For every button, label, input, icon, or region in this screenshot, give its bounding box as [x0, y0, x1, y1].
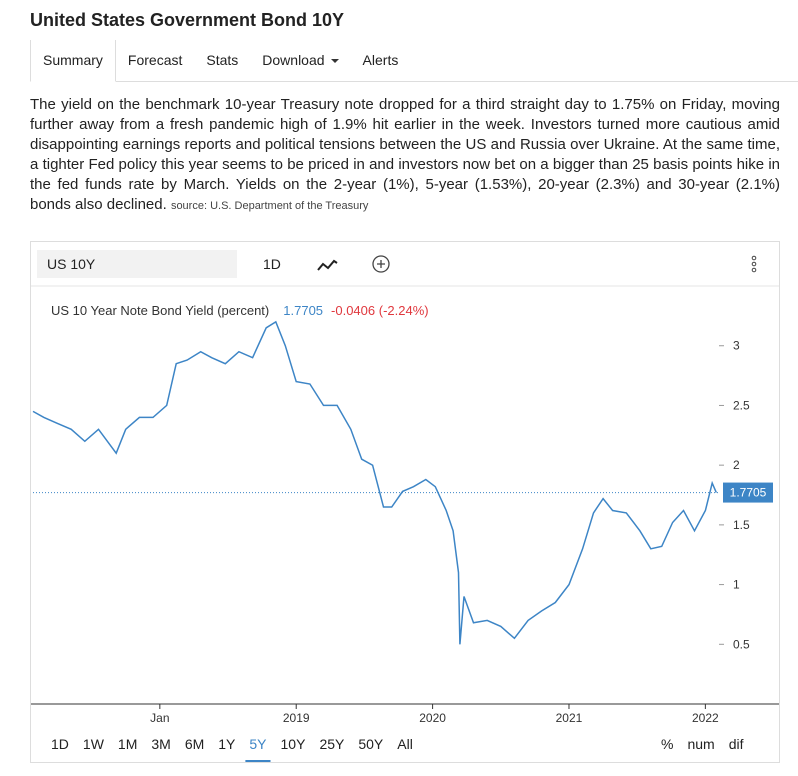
- y-tick-label: 1.5: [733, 518, 750, 532]
- range-button[interactable]: 3M: [151, 736, 170, 752]
- legend-change: -0.0406 (-2.24%): [331, 303, 429, 318]
- x-tick-label: 2020: [419, 711, 446, 725]
- tab[interactable]: Summary: [30, 40, 116, 82]
- symbol: US 10Y: [47, 256, 96, 272]
- x-tick-label: 2022: [692, 711, 719, 725]
- range-button[interactable]: 50Y: [358, 736, 384, 752]
- mode-button[interactable]: %: [661, 736, 673, 752]
- range-button[interactable]: 1W: [83, 736, 105, 752]
- range-button[interactable]: 1D: [51, 736, 69, 752]
- description: The yield on the benchmark 10-year Treas…: [30, 95, 780, 216]
- mode-button[interactable]: num: [687, 736, 714, 752]
- y-tick-label: 3: [733, 339, 740, 353]
- tab-label: Download: [262, 52, 325, 68]
- range-button[interactable]: 10Y: [281, 736, 307, 752]
- x-tick-label: Jan: [150, 711, 169, 725]
- tab[interactable]: Alerts: [351, 40, 411, 81]
- tab-label: Stats: [206, 52, 239, 68]
- range-button[interactable]: 25Y: [319, 736, 345, 752]
- x-tick-label: 2021: [556, 711, 583, 725]
- y-tick-label: 2: [733, 458, 740, 472]
- tab-bar: Summary Forecast Stats Download Alerts: [30, 40, 798, 82]
- range-button[interactable]: 6M: [185, 736, 204, 752]
- tab-label: Forecast: [127, 52, 183, 68]
- dropdown-caret: [330, 59, 339, 64]
- range-button[interactable]: 1Y: [218, 736, 236, 752]
- add-icon[interactable]: [372, 255, 390, 273]
- last-value-box: [723, 482, 773, 503]
- range-button[interactable]: All: [397, 736, 413, 752]
- last-value-label: 1.7705: [730, 486, 767, 500]
- chart: US 10Y 1D US 10 Year Note Bond Yield (pe…: [31, 250, 779, 762]
- tab-label: Alerts: [362, 52, 399, 68]
- tab[interactable]: Forecast: [116, 40, 194, 81]
- y-tick-label: 1: [733, 578, 740, 592]
- tab[interactable]: Download: [250, 40, 350, 81]
- add-icon-plus: [377, 260, 385, 268]
- chart-widget: US 10Y 1D US 10 Year Note Bond Yield (pe…: [30, 241, 780, 763]
- tab-label: Summary: [43, 52, 103, 68]
- y-tick-label: 2.5: [733, 398, 750, 412]
- y-tick-label: 0.5: [733, 637, 750, 651]
- tab[interactable]: Stats: [194, 40, 250, 81]
- x-tick-label: 2019: [283, 711, 310, 725]
- legend-label: US 10 Year Note Bond Yield (percent): [51, 303, 269, 318]
- description-text: The yield on the benchmark 10-year Treas…: [30, 96, 780, 213]
- legend-value: 1.7705: [283, 303, 323, 318]
- mode-button[interactable]: dif: [729, 736, 744, 752]
- data-line: [32, 320, 717, 645]
- menu-icon[interactable]: [751, 255, 757, 273]
- source: source: U.S. Department of the Treasury: [170, 200, 369, 212]
- interval[interactable]: 1D: [263, 256, 281, 272]
- range-button[interactable]: 1M: [118, 736, 137, 752]
- chart-type-icon[interactable]: [317, 259, 338, 271]
- symbol-input[interactable]: [37, 250, 237, 278]
- range-button[interactable]: 5Y: [249, 736, 267, 752]
- page-title: United States Government Bond 10Y: [30, 10, 345, 30]
